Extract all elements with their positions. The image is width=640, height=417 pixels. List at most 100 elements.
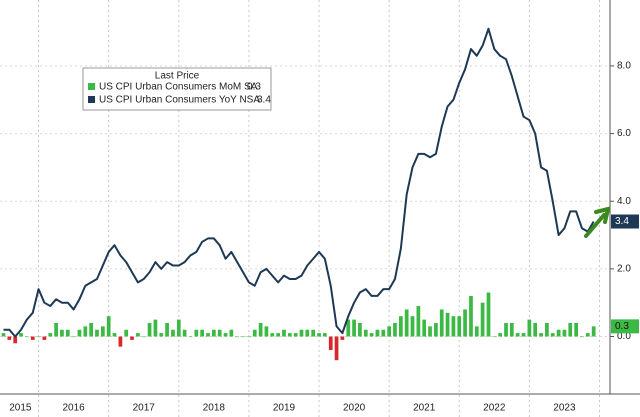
bar — [434, 322, 438, 337]
arrow-annotation — [584, 206, 611, 238]
bar — [247, 336, 251, 338]
line — [3, 27, 595, 338]
bar — [381, 329, 386, 337]
bar — [474, 326, 479, 337]
legend-title: Last Price — [155, 71, 200, 82]
x-tick-label: 2020 — [343, 403, 366, 414]
bar — [235, 336, 240, 338]
bar — [422, 319, 427, 337]
bar — [562, 329, 567, 337]
bar — [60, 329, 64, 337]
bar — [206, 333, 210, 337]
bar — [574, 322, 578, 337]
bar — [328, 336, 333, 351]
legend-label: US CPI Urban Consumers MoM SA — [99, 82, 258, 93]
bar — [71, 336, 76, 338]
bar — [36, 336, 41, 338]
x-tick-label: 2018 — [203, 403, 226, 414]
bar — [77, 329, 82, 337]
bar — [287, 333, 292, 337]
bar — [509, 322, 514, 337]
bar — [311, 329, 316, 337]
bar — [591, 326, 596, 337]
x-tick-label: 2016 — [62, 403, 85, 414]
x-tick-label: 2023 — [553, 403, 576, 414]
bar — [276, 333, 281, 337]
bar — [13, 336, 18, 344]
bar — [159, 333, 164, 337]
bar — [42, 336, 47, 340]
bar — [393, 322, 397, 337]
bar — [340, 336, 345, 340]
bar — [89, 322, 94, 337]
bar — [404, 309, 409, 337]
bar — [416, 306, 421, 337]
legend-box — [82, 67, 272, 111]
last-value-box — [611, 319, 639, 334]
legend-value: 3.4 — [257, 95, 271, 106]
bar — [387, 326, 392, 337]
bar — [188, 336, 193, 338]
y-tick-label: 0.0 — [617, 331, 631, 342]
bar — [118, 336, 123, 347]
plot — [1, 27, 596, 361]
bar — [1, 333, 6, 337]
x-tick-label: 2017 — [133, 403, 156, 414]
bar — [153, 319, 158, 337]
bar — [270, 333, 275, 337]
bar — [334, 336, 339, 361]
legend-label: US CPI Urban Consumers YoY NSA — [99, 95, 260, 106]
x-tick-label: 2021 — [413, 403, 436, 414]
last-value-tag: 3.4 — [611, 214, 639, 229]
bar — [568, 322, 573, 337]
bar — [428, 326, 432, 337]
bar — [439, 309, 444, 337]
bar — [363, 329, 368, 337]
bar — [463, 309, 467, 337]
bar — [457, 316, 462, 337]
bar — [24, 336, 29, 338]
bar — [194, 329, 199, 337]
bar — [241, 336, 245, 338]
bar — [527, 319, 532, 337]
bar — [7, 336, 12, 340]
bar — [293, 333, 298, 337]
bar — [65, 329, 70, 337]
bar — [258, 322, 263, 337]
bar — [217, 329, 222, 337]
bar — [322, 333, 327, 337]
bar — [352, 319, 356, 337]
bar — [375, 329, 380, 337]
bar — [200, 329, 205, 337]
bar — [112, 333, 117, 337]
legend-swatch — [88, 96, 95, 103]
bar — [30, 336, 35, 340]
bar — [95, 329, 99, 337]
last-value-label: 3.4 — [615, 216, 629, 227]
bar — [136, 333, 140, 337]
bar — [410, 316, 415, 337]
bar — [252, 329, 257, 337]
bar — [106, 316, 111, 337]
y-tick-label: 4.0 — [617, 196, 631, 207]
bar — [369, 333, 374, 337]
bar — [317, 333, 321, 337]
bar — [580, 336, 584, 338]
bar — [556, 329, 561, 337]
legend-value: 0.3 — [247, 82, 261, 93]
bar — [398, 316, 403, 337]
bar — [504, 322, 508, 337]
bar — [124, 329, 129, 337]
bar — [545, 322, 549, 337]
legend: Last Price US CPI Urban Consumers MoM SA… — [82, 67, 272, 111]
bar — [498, 333, 502, 337]
bar — [211, 329, 216, 337]
x-tick-label: 2015 — [9, 403, 32, 414]
bar — [141, 336, 146, 338]
bar — [282, 329, 286, 337]
bar — [585, 333, 590, 337]
bar — [229, 329, 234, 337]
